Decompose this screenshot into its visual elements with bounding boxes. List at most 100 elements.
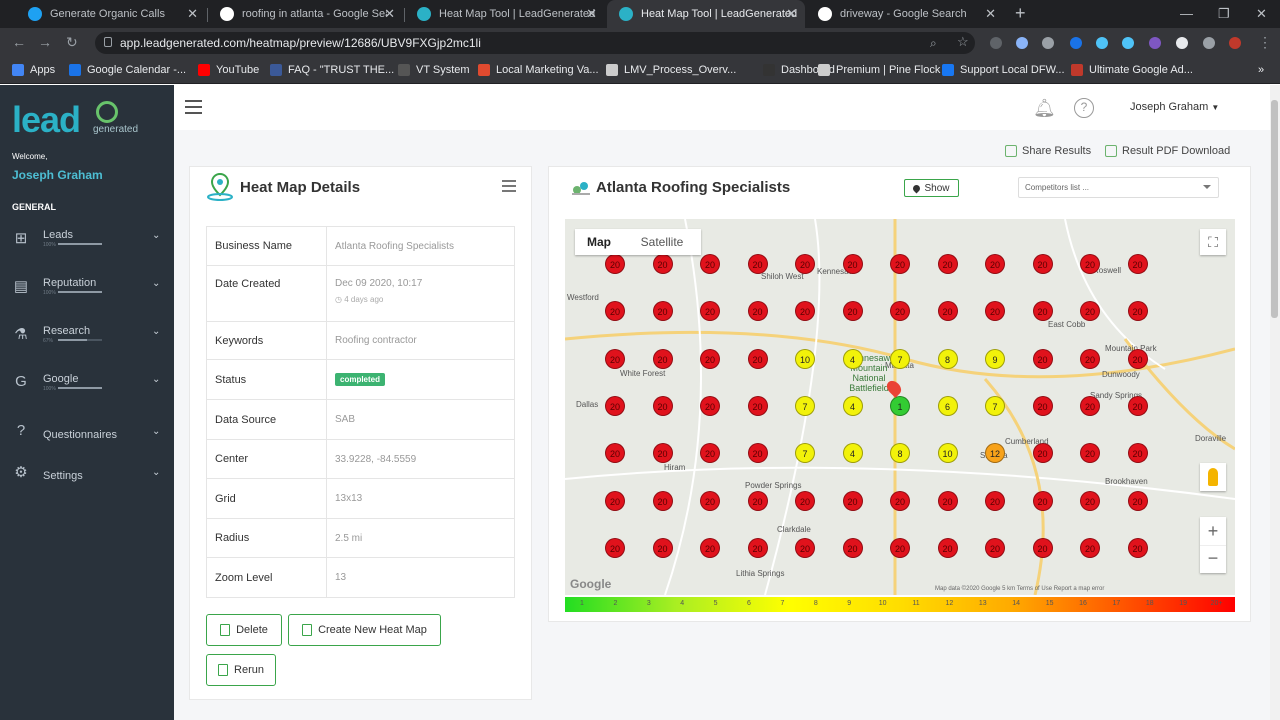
share-results-link[interactable]: Share Results xyxy=(1005,145,1091,157)
rank-marker[interactable]: 20 xyxy=(890,537,910,558)
close-icon[interactable]: ✕ xyxy=(187,6,198,21)
rank-marker[interactable]: 20 xyxy=(747,490,768,511)
rank-marker[interactable]: 20 xyxy=(605,490,625,511)
star-icon[interactable]: ☆ xyxy=(957,34,969,49)
tab-map[interactable]: Map xyxy=(587,235,611,249)
rank-marker[interactable]: 20 xyxy=(747,395,768,416)
rank-marker[interactable]: 20 xyxy=(700,490,720,511)
heatmap-map[interactable]: Westford Shiloh West Kennesaw Roswell Mounta… xyxy=(565,219,1235,595)
sidebar-item-leads[interactable]: ⊞ Leads 100% ⌄ xyxy=(0,225,174,263)
competitors-select[interactable]: Competitors list ... xyxy=(1018,177,1219,198)
rank-marker[interactable]: 20 xyxy=(1080,490,1100,511)
rank-marker[interactable]: 20 xyxy=(937,254,958,274)
zoom-in-button[interactable]: + xyxy=(1207,521,1219,541)
rank-marker[interactable]: 20 xyxy=(1032,490,1053,511)
rank-marker[interactable]: 20 xyxy=(1127,301,1148,322)
reload-icon[interactable]: ↻ xyxy=(66,34,78,50)
sidebar-item-settings[interactable]: ⚙ Settings ⌄ xyxy=(0,459,174,497)
close-icon[interactable]: ✕ xyxy=(586,6,597,21)
sidebar-item-research[interactable]: ⚗ Research 67% ⌄ xyxy=(0,321,174,359)
window-close-icon[interactable]: ✕ xyxy=(1256,6,1267,21)
extension-icon[interactable] xyxy=(1042,37,1054,49)
rank-marker[interactable]: 20 xyxy=(1127,443,1148,464)
rank-marker[interactable]: 20 xyxy=(605,395,625,416)
rank-marker[interactable]: 20 xyxy=(652,254,673,274)
pdf-download-link[interactable]: Result PDF Download xyxy=(1105,145,1230,157)
extension-icon[interactable] xyxy=(1096,37,1108,49)
rank-marker[interactable]: 20 xyxy=(652,443,673,464)
rank-marker[interactable]: 7 xyxy=(890,348,910,369)
rank-marker[interactable]: 1 xyxy=(890,395,910,416)
rank-marker[interactable]: 20 xyxy=(652,395,673,416)
menu-dots-icon[interactable]: ⋮ xyxy=(1258,34,1272,50)
rank-marker[interactable]: 7 xyxy=(795,443,815,464)
rank-marker[interactable]: 20 xyxy=(605,537,625,558)
bookmark-calendar[interactable]: Google Calendar -... xyxy=(69,64,186,76)
rank-marker[interactable]: 20 xyxy=(985,254,1005,274)
reading-list-icon[interactable] xyxy=(1203,37,1215,49)
bookmark-apps[interactable]: Apps xyxy=(12,64,55,76)
rank-marker[interactable]: 20 xyxy=(937,537,958,558)
hamburger-menu-icon[interactable] xyxy=(185,100,202,114)
rank-marker[interactable]: 20 xyxy=(890,490,910,511)
rank-marker[interactable]: 4 xyxy=(842,395,863,416)
rank-marker[interactable]: 20 xyxy=(747,443,768,464)
rank-marker[interactable]: 20 xyxy=(747,348,768,369)
rank-marker[interactable]: 7 xyxy=(795,395,815,416)
user-menu[interactable]: Joseph Graham ▼ xyxy=(1130,101,1220,113)
extension-icon[interactable] xyxy=(1016,37,1028,49)
rank-marker[interactable]: 20 xyxy=(842,254,863,274)
rank-marker[interactable]: 12 xyxy=(985,443,1005,464)
bookmark-ultimate[interactable]: Ultimate Google Ad... xyxy=(1071,64,1193,76)
rank-marker[interactable]: 20 xyxy=(1032,254,1053,274)
bell-icon[interactable]: 🔔︎ xyxy=(1033,98,1056,118)
rank-marker[interactable]: 20 xyxy=(605,301,625,322)
extension-icon[interactable] xyxy=(990,37,1002,49)
rank-marker[interactable]: 20 xyxy=(1032,443,1053,464)
rank-marker[interactable]: 20 xyxy=(795,254,815,274)
rank-marker[interactable]: 20 xyxy=(1080,395,1100,416)
address-bar[interactable] xyxy=(95,32,975,54)
close-icon[interactable]: ✕ xyxy=(786,6,797,21)
back-icon[interactable]: ← xyxy=(12,34,26,50)
rank-marker[interactable]: 20 xyxy=(700,348,720,369)
rank-marker[interactable]: 20 xyxy=(700,537,720,558)
delete-button[interactable]: Delete xyxy=(206,614,282,646)
rank-marker[interactable]: 20 xyxy=(700,301,720,322)
rank-marker[interactable]: 6 xyxy=(937,395,958,416)
bookmark-lmv[interactable]: Local Marketing Va... xyxy=(478,64,599,76)
rank-marker[interactable]: 20 xyxy=(842,301,863,322)
chevron-right-icon[interactable]: » xyxy=(1258,64,1265,76)
bookmark-process[interactable]: LMV_Process_Overv... xyxy=(606,64,736,76)
rank-marker[interactable]: 20 xyxy=(700,443,720,464)
rank-marker[interactable]: 20 xyxy=(1032,537,1053,558)
rank-marker[interactable]: 20 xyxy=(985,301,1005,322)
puzzle-icon[interactable] xyxy=(1176,37,1188,49)
new-tab-button[interactable]: + xyxy=(1015,3,1026,23)
extension-icon[interactable] xyxy=(1070,37,1082,49)
rank-marker[interactable]: 20 xyxy=(747,301,768,322)
rank-marker[interactable]: 20 xyxy=(1080,254,1100,274)
rank-marker[interactable]: 20 xyxy=(795,490,815,511)
rank-marker[interactable]: 20 xyxy=(937,301,958,322)
profile-avatar[interactable] xyxy=(1229,37,1241,49)
rank-marker[interactable]: 20 xyxy=(1032,348,1053,369)
rank-marker[interactable]: 20 xyxy=(605,254,625,274)
maximize-icon[interactable]: ❐ xyxy=(1218,6,1230,21)
rank-marker[interactable]: 20 xyxy=(1032,301,1053,322)
rank-marker[interactable]: 20 xyxy=(652,301,673,322)
bookmark-vt[interactable]: VT System xyxy=(398,64,470,76)
sidebar-item-google[interactable]: G Google 100% ⌄ xyxy=(0,369,174,407)
rank-marker[interactable]: 20 xyxy=(652,348,673,369)
rank-marker[interactable]: 8 xyxy=(937,348,958,369)
rank-marker[interactable]: 10 xyxy=(795,348,815,369)
rank-marker[interactable]: 20 xyxy=(842,537,863,558)
browser-tab-2[interactable]: roofing in atlanta - Google Search✕ xyxy=(208,0,403,28)
rank-marker[interactable]: 20 xyxy=(1080,537,1100,558)
map-attribution[interactable]: Map data ©2020 Google 5 km Terms of Use … xyxy=(935,586,1105,592)
rank-marker[interactable]: 20 xyxy=(1127,348,1148,369)
rank-marker[interactable]: 20 xyxy=(1127,537,1148,558)
browser-tab-5[interactable]: driveway - Google Search ✕ xyxy=(806,0,1004,28)
close-icon[interactable]: ✕ xyxy=(384,6,395,21)
rank-marker[interactable]: 20 xyxy=(1080,348,1100,369)
